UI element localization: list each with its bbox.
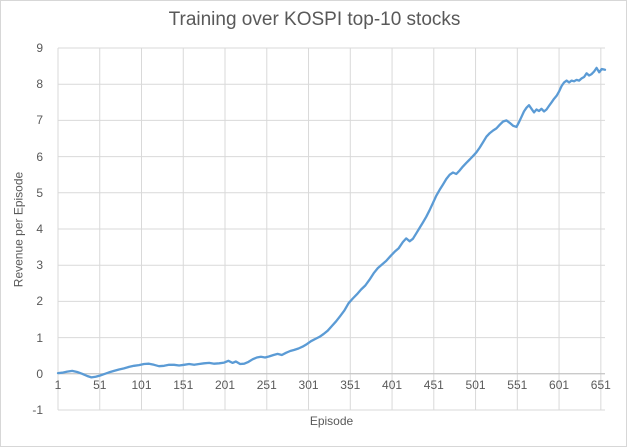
y-tick-label: 4 xyxy=(36,222,43,236)
x-tick-label: 101 xyxy=(131,378,152,392)
x-tick-label: 251 xyxy=(256,378,277,392)
y-tick-label: 1 xyxy=(36,330,43,345)
y-tick-label: 3 xyxy=(36,258,43,273)
y-tick-label: 7 xyxy=(36,113,43,128)
x-tick-label: 551 xyxy=(507,378,528,392)
x-tick-label: 351 xyxy=(340,378,361,392)
x-tick-label: 151 xyxy=(173,378,194,392)
x-tick-label: 501 xyxy=(465,378,486,392)
y-tick-label: 9 xyxy=(36,41,43,55)
x-axis-title: Episode xyxy=(309,414,354,428)
x-tick-label: 201 xyxy=(215,378,236,392)
y-tick-label: 8 xyxy=(36,77,43,92)
x-tick-label: 401 xyxy=(382,378,403,392)
x-tick-label: 1 xyxy=(54,378,62,392)
y-tick-label: -1 xyxy=(32,403,43,417)
y-tick-label: 0 xyxy=(36,366,43,381)
x-tick-label: 51 xyxy=(93,378,107,392)
x-tick-label: 451 xyxy=(423,378,444,392)
x-tick-label: 301 xyxy=(298,378,319,392)
x-tick-label: 651 xyxy=(590,378,611,392)
x-tick-label: 601 xyxy=(549,378,570,392)
revenue-line xyxy=(56,66,607,379)
y-tick-label: 5 xyxy=(36,185,43,200)
chart-title: Training over KOSPI top-10 stocks xyxy=(168,9,461,30)
y-tick-label: 6 xyxy=(36,149,43,164)
y-tick-label: 2 xyxy=(36,294,43,309)
